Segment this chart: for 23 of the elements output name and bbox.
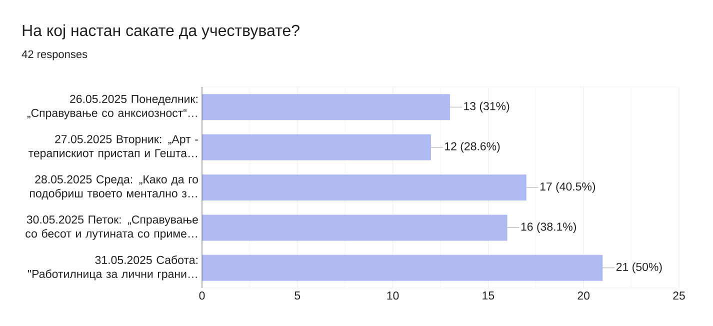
x-tick-label: 10: [387, 292, 399, 300]
y-tick-label: 31.05.2025 Сабота: "Работилница за лични грани…: [28, 255, 198, 280]
x-tick-label: 20: [578, 292, 590, 300]
y-tick-label: 27.05.2025 Вторник: „Арт - терапискиот пристап и Гешта…: [28, 135, 198, 160]
x-tick-label: 0: [199, 292, 205, 300]
x-tick-label: 5: [294, 292, 300, 300]
bar: [202, 254, 603, 281]
x-tick-label: 25: [673, 292, 685, 300]
data-label: 17 (40.5%): [540, 182, 596, 193]
y-tick-label: 26.05.2025 Понеделник: „Справување со анксиозност“…: [27, 94, 198, 120]
bar: [202, 94, 450, 120]
data-label: 16 (38.1%): [521, 222, 576, 234]
bar: [202, 134, 431, 160]
chart-title: На кој настан сакате да учествувате?: [22, 24, 300, 40]
x-tick-label: 15: [482, 292, 494, 300]
y-tick-label: 30.05.2025 Петок: „Справување со бесот и лутината со приме…: [26, 215, 198, 240]
bar: [202, 214, 508, 241]
bar: [202, 174, 526, 200]
data-label: 12 (28.6%): [445, 142, 500, 153]
y-tick-label: 28.05.2025 Среда: „Како да го подобриш твоето ментално з…: [30, 175, 198, 200]
data-label: 21 (50%): [616, 262, 662, 274]
text: 42 responses: [22, 50, 88, 60]
data-label: 13 (31%): [464, 102, 510, 112]
